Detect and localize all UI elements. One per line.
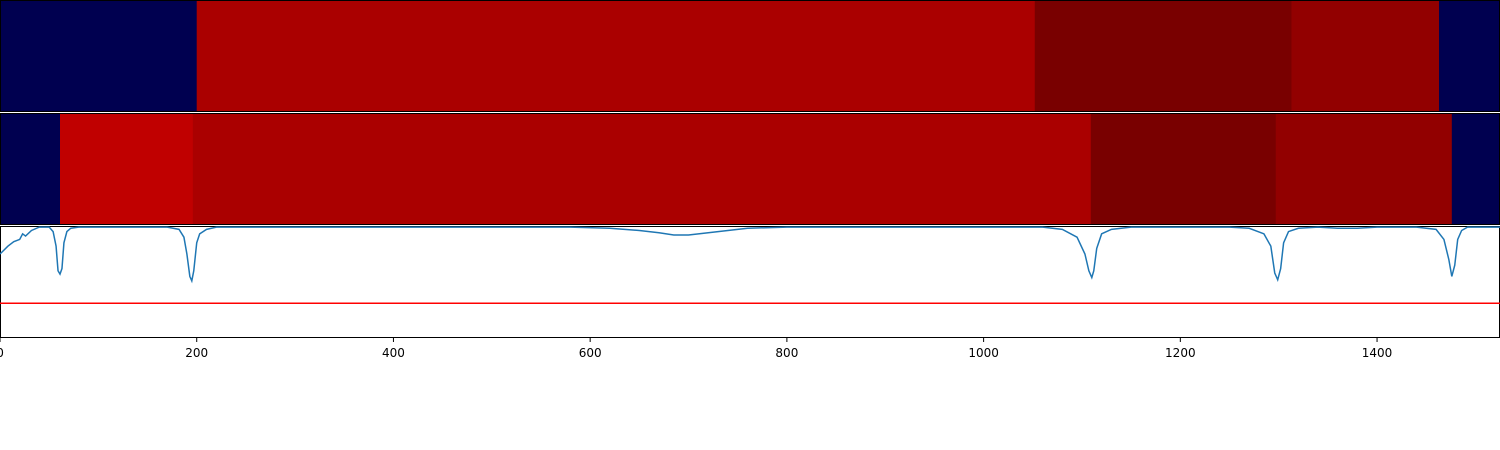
signal-series-line [0,226,1500,284]
plot-frame [0,226,1500,338]
heatmap-panel-2 [0,113,1500,225]
x-tick-label-200: 200 [185,346,208,360]
x-tick-label-600: 600 [579,346,602,360]
heatmap-2-segment-1 [60,113,194,225]
line-plot-panel [0,226,1500,338]
x-tick-label-1000: 1000 [968,346,999,360]
heatmap-2-segment-4 [1275,113,1453,225]
x-tick-label-1200: 1200 [1165,346,1196,360]
x-tick-label-0: 0 [0,346,4,360]
heatmap-1-segment-2 [1034,0,1292,112]
heatmap-2-segment-0 [0,113,61,225]
heatmap-1-segment-3 [1291,0,1440,112]
heatmap-panel-1 [0,0,1500,112]
heatmap-1-segment-4 [1439,0,1500,112]
heatmap-2-segment-2 [192,113,1092,225]
x-tick-label-1400: 1400 [1362,346,1393,360]
x-axis: 0 200 400 600 800 1000 1200 1400 [0,338,1392,360]
heatmap-2-segment-3 [1090,113,1277,225]
heatmap-1-segment-0 [0,0,198,112]
x-tick-label-800: 800 [775,346,798,360]
x-tick-label-400: 400 [382,346,405,360]
heatmap-1-segment-1 [196,0,1036,112]
heatmap-2-segment-5 [1451,113,1500,225]
